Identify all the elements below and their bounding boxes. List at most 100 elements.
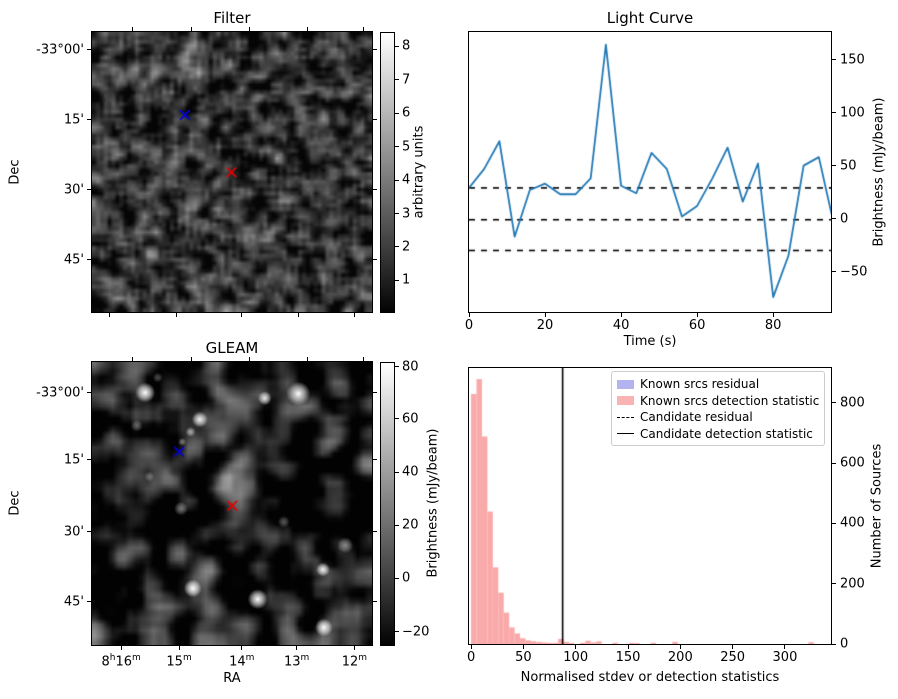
histogram-y-axis-label: Number of Sources	[869, 443, 885, 569]
brightness-tick-label: 100	[840, 105, 865, 121]
ra-tick-top	[362, 357, 364, 361]
dec-tick-label: 30'	[63, 182, 84, 198]
count-tick	[832, 522, 836, 524]
colorbar-tick-label: 40	[402, 464, 419, 480]
count-tick-label: 600	[840, 455, 865, 471]
ra-tick	[241, 646, 243, 650]
brightness-tick-label: −50	[840, 264, 868, 280]
ra-tick-label: 15m	[166, 653, 192, 670]
ra-tick	[178, 646, 180, 650]
time-tick	[544, 313, 546, 317]
light-curve-y-axis-label: Brightness (mJy/beam)	[871, 97, 887, 247]
count-tick	[832, 583, 836, 585]
time-tick-label: 40	[612, 318, 630, 333]
dec-tick-label: -33°00'	[36, 42, 84, 58]
colorbar-tick-label: 60	[402, 411, 419, 427]
dec-tick-label: 30'	[63, 524, 84, 540]
ra-tick-top	[132, 357, 134, 361]
gleam-title: GLEAM	[205, 339, 259, 357]
stat-tick	[627, 645, 629, 649]
colorbar-tick-label: 7	[402, 72, 411, 88]
legend-row: Known srcs detection statistic	[617, 393, 819, 410]
count-tick	[832, 462, 836, 464]
time-tick	[468, 313, 470, 317]
dec-tick	[87, 259, 91, 261]
colorbar-tick	[395, 279, 399, 281]
stat-tick	[575, 645, 577, 649]
count-tick-label: 400	[840, 515, 865, 531]
brightness-tick	[832, 59, 836, 61]
stat-tick-label: 200	[667, 650, 693, 665]
colorbar-tick-label: 8	[402, 38, 411, 54]
colorbar-tick	[395, 179, 399, 181]
colorbar-tick	[395, 524, 399, 526]
colorbar-tick-label: 5	[402, 139, 411, 155]
filter-heatmap-image	[92, 32, 372, 312]
dec-tick	[87, 459, 91, 461]
colorbar-tick	[395, 146, 399, 148]
legend-row: Candidate detection statistic	[617, 426, 819, 443]
colorbar-tick	[395, 418, 399, 420]
ra-tick	[296, 646, 298, 650]
colorbar-tick	[395, 631, 399, 633]
light-curve-plot	[469, 32, 831, 312]
legend-swatch-known-srcs-residual	[617, 379, 634, 389]
time-tick-label: 0	[464, 318, 474, 333]
time-tick-label: 60	[688, 318, 706, 333]
legend-label: Candidate detection statistic	[640, 426, 813, 441]
ra-tick-top	[249, 357, 251, 361]
ra-tick-label: 12m	[341, 653, 368, 670]
dec-tick	[87, 49, 91, 51]
dec-tick	[87, 392, 91, 394]
stat-tick-label: 250	[720, 650, 746, 665]
ra-tick	[176, 313, 178, 317]
gleam-y-axis-label: Dec	[7, 490, 23, 516]
dec-tick-right	[373, 49, 377, 51]
brightness-tick	[832, 165, 836, 167]
ra-tick-label: 13m	[284, 653, 310, 670]
stat-tick	[470, 645, 472, 649]
stat-tick-label: 100	[563, 650, 589, 665]
ra-tick-top	[249, 27, 251, 31]
filter-y-axis-label: Dec	[7, 159, 23, 185]
legend-label: Candidate residual	[640, 410, 753, 425]
legend-label: Known srcs residual	[640, 377, 760, 392]
filter-colorbar-label: arbitrary units	[411, 125, 427, 219]
colorbar-tick-label: 6	[402, 105, 411, 121]
dec-tick-label: 15'	[63, 112, 84, 128]
time-tick	[772, 313, 774, 317]
legend-label: Known srcs detection statistic	[640, 393, 820, 408]
stat-tick	[784, 645, 786, 649]
colorbar-tick-label: 4	[402, 172, 411, 188]
ra-tick	[241, 313, 243, 317]
colorbar-tick-label: 3	[402, 206, 411, 221]
filter-title: Filter	[213, 9, 251, 27]
colorbar-tick	[395, 45, 399, 47]
ra-tick-top	[362, 27, 364, 31]
gleam-image-frame	[91, 361, 373, 646]
colorbar-tick-label: 80	[402, 359, 419, 375]
light-curve-x-axis-label: Time (s)	[623, 334, 677, 349]
ra-tick-top	[191, 27, 193, 31]
colorbar-tick-label: −20	[402, 624, 430, 640]
time-tick-label: 20	[536, 318, 554, 333]
dec-tick-right	[373, 459, 377, 461]
dec-tick-right	[373, 189, 377, 191]
dec-tick	[87, 531, 91, 533]
time-tick	[696, 313, 698, 317]
colorbar-tick-label: 0	[402, 570, 411, 586]
stat-tick-label: 50	[515, 650, 532, 665]
colorbar	[380, 32, 395, 313]
stat-tick-label: 300	[772, 650, 798, 665]
light-curve-plot-frame	[468, 31, 832, 313]
dec-tick	[87, 189, 91, 191]
ra-tick-label: 14m	[229, 653, 255, 670]
brightness-tick-label: 0	[840, 211, 849, 227]
ra-tick-top	[306, 27, 308, 31]
ra-tick-top	[306, 357, 308, 361]
count-tick	[832, 643, 836, 645]
time-tick-label: 80	[764, 318, 782, 333]
time-tick	[620, 313, 622, 317]
dec-tick-right	[373, 601, 377, 603]
colorbar-tick	[395, 79, 399, 81]
